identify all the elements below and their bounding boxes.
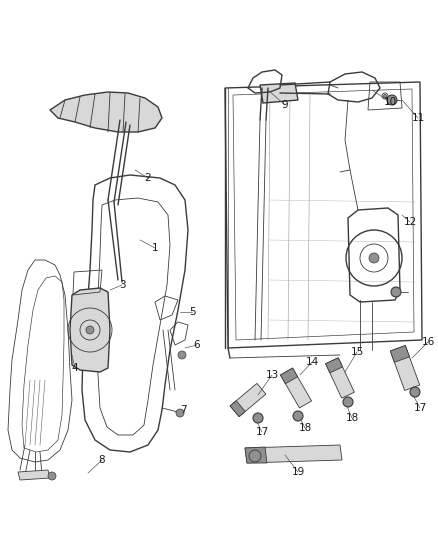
Text: 17: 17 bbox=[413, 403, 427, 413]
Circle shape bbox=[178, 351, 186, 359]
Polygon shape bbox=[230, 383, 266, 417]
Text: 16: 16 bbox=[421, 337, 434, 347]
Text: 5: 5 bbox=[189, 307, 195, 317]
Text: 8: 8 bbox=[99, 455, 105, 465]
Text: 11: 11 bbox=[411, 113, 424, 123]
Circle shape bbox=[48, 472, 56, 480]
Polygon shape bbox=[390, 345, 420, 391]
Polygon shape bbox=[325, 358, 343, 373]
Circle shape bbox=[369, 253, 379, 263]
Polygon shape bbox=[280, 368, 311, 408]
Text: 19: 19 bbox=[291, 467, 304, 477]
Polygon shape bbox=[18, 470, 50, 480]
Text: 17: 17 bbox=[255, 427, 268, 437]
Polygon shape bbox=[325, 358, 354, 398]
Text: 18: 18 bbox=[346, 413, 359, 423]
Circle shape bbox=[293, 411, 303, 421]
Text: 10: 10 bbox=[383, 97, 396, 107]
Polygon shape bbox=[260, 83, 298, 103]
Text: 12: 12 bbox=[403, 217, 417, 227]
Text: 14: 14 bbox=[305, 357, 318, 367]
Circle shape bbox=[176, 409, 184, 417]
Polygon shape bbox=[50, 92, 162, 132]
Polygon shape bbox=[245, 447, 267, 463]
Circle shape bbox=[343, 397, 353, 407]
Circle shape bbox=[86, 326, 94, 334]
Circle shape bbox=[387, 95, 397, 105]
Circle shape bbox=[253, 413, 263, 423]
Text: 7: 7 bbox=[180, 405, 186, 415]
Polygon shape bbox=[245, 445, 342, 463]
Text: 2: 2 bbox=[145, 173, 151, 183]
Text: 6: 6 bbox=[194, 340, 200, 350]
Text: 4: 4 bbox=[72, 363, 78, 373]
Text: 3: 3 bbox=[119, 280, 125, 290]
Polygon shape bbox=[390, 345, 410, 362]
Text: 18: 18 bbox=[298, 423, 311, 433]
Text: 13: 13 bbox=[265, 370, 279, 380]
Polygon shape bbox=[280, 368, 297, 384]
Text: 1: 1 bbox=[152, 243, 158, 253]
Circle shape bbox=[391, 287, 401, 297]
Circle shape bbox=[410, 387, 420, 397]
Polygon shape bbox=[230, 401, 245, 417]
Polygon shape bbox=[70, 288, 110, 372]
Text: 9: 9 bbox=[282, 100, 288, 110]
Text: 15: 15 bbox=[350, 347, 364, 357]
Circle shape bbox=[384, 94, 386, 98]
